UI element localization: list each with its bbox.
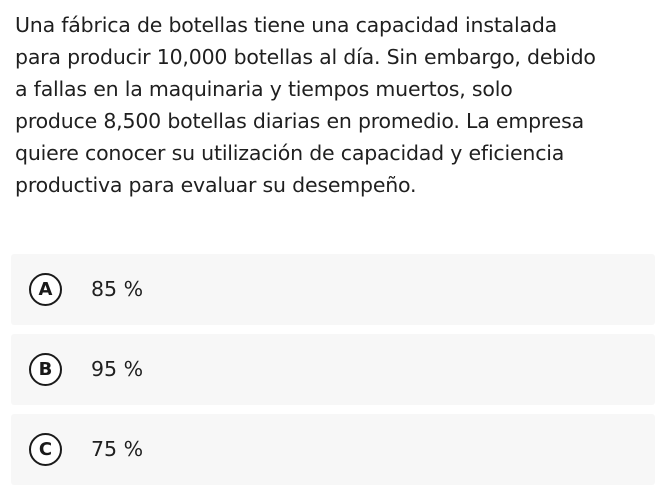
option-text: 85 % xyxy=(91,277,144,301)
question-line: produce 8,500 botellas diarias en promed… xyxy=(15,109,584,133)
option-letter-badge: A xyxy=(29,273,62,306)
option-text: 75 % xyxy=(91,437,144,461)
option-c[interactable]: C 75 % xyxy=(11,414,655,485)
option-letter-badge: C xyxy=(29,433,62,466)
option-text: 95 % xyxy=(91,357,144,381)
question-line: quiere conocer su utilización de capacid… xyxy=(15,141,565,165)
option-b[interactable]: B 95 % xyxy=(11,334,655,405)
option-a[interactable]: A 85 % xyxy=(11,254,655,325)
question-line: productiva para evaluar su desempeño. xyxy=(15,173,417,197)
question-line: Una fábrica de botellas tiene una capaci… xyxy=(15,13,558,37)
question-line: a fallas en la maquinaria y tiempos muer… xyxy=(15,77,513,101)
question-line: para producir 10,000 botellas al día. Si… xyxy=(15,45,596,69)
option-letter-badge: B xyxy=(29,353,62,386)
question-text: Una fábrica de botellas tiene una capaci… xyxy=(15,9,655,201)
